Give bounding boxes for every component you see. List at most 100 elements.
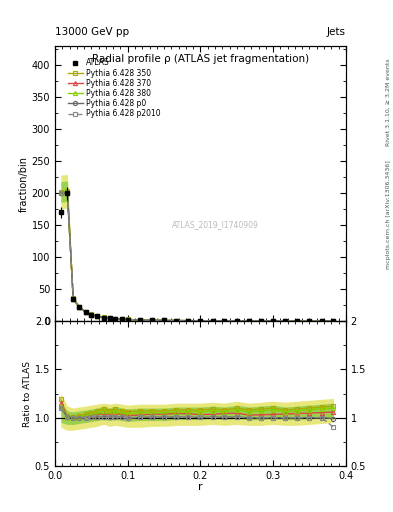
Pythia 6.428 p2010 — [83, 309, 88, 315]
Pythia 6.428 p2010 — [125, 316, 130, 323]
Line: Pythia 6.428 380: Pythia 6.428 380 — [59, 189, 336, 323]
Pythia 6.428 370 — [59, 189, 63, 196]
Pythia 6.428 350 — [283, 318, 288, 324]
Pythia 6.428 370 — [331, 318, 336, 324]
Pythia 6.428 380 — [89, 311, 94, 317]
Pythia 6.428 350 — [234, 318, 239, 324]
Text: Jets: Jets — [327, 27, 346, 37]
Pythia 6.428 380 — [295, 318, 299, 324]
Pythia 6.428 380 — [331, 318, 336, 324]
Pythia 6.428 p0 — [89, 311, 94, 317]
Pythia 6.428 p2010 — [119, 316, 124, 322]
Pythia 6.428 370 — [307, 318, 312, 324]
Pythia 6.428 p2010 — [259, 318, 263, 324]
Pythia 6.428 350 — [320, 318, 324, 324]
Pythia 6.428 p0 — [113, 316, 118, 322]
Pythia 6.428 p2010 — [271, 318, 275, 324]
Text: Radial profile ρ (ATLAS jet fragmentation): Radial profile ρ (ATLAS jet fragmentatio… — [92, 54, 309, 65]
Pythia 6.428 p2010 — [283, 318, 288, 324]
Line: Pythia 6.428 p2010: Pythia 6.428 p2010 — [59, 190, 336, 323]
Pythia 6.428 370 — [198, 317, 203, 324]
Pythia 6.428 p0 — [107, 315, 112, 322]
Pythia 6.428 370 — [77, 304, 81, 310]
Pythia 6.428 380 — [113, 315, 118, 322]
Pythia 6.428 370 — [320, 318, 324, 324]
Pythia 6.428 380 — [222, 318, 227, 324]
Pythia 6.428 p0 — [198, 317, 203, 324]
Pythia 6.428 370 — [271, 318, 275, 324]
Pythia 6.428 p0 — [307, 318, 312, 324]
Pythia 6.428 p0 — [174, 317, 179, 324]
Pythia 6.428 350 — [162, 317, 167, 324]
Pythia 6.428 380 — [59, 189, 63, 195]
Pythia 6.428 350 — [174, 317, 179, 324]
Pythia 6.428 370 — [222, 318, 227, 324]
Pythia 6.428 p2010 — [222, 318, 227, 324]
Pythia 6.428 380 — [271, 318, 275, 324]
Line: Pythia 6.428 p0: Pythia 6.428 p0 — [59, 190, 336, 323]
Pythia 6.428 370 — [186, 317, 191, 324]
Pythia 6.428 p0 — [234, 318, 239, 324]
Pythia 6.428 p2010 — [295, 318, 299, 324]
Pythia 6.428 350 — [83, 309, 88, 315]
Pythia 6.428 p2010 — [162, 317, 167, 324]
Pythia 6.428 p0 — [259, 318, 263, 324]
Pythia 6.428 350 — [186, 317, 191, 324]
Legend: ATLAS, Pythia 6.428 350, Pythia 6.428 370, Pythia 6.428 380, Pythia 6.428 p0, Py: ATLAS, Pythia 6.428 350, Pythia 6.428 37… — [65, 55, 164, 121]
Pythia 6.428 p2010 — [71, 296, 75, 302]
Pythia 6.428 p2010 — [247, 318, 252, 324]
Pythia 6.428 380 — [186, 317, 191, 324]
Pythia 6.428 350 — [222, 318, 227, 324]
Pythia 6.428 350 — [95, 313, 99, 319]
Pythia 6.428 380 — [65, 188, 70, 195]
Pythia 6.428 380 — [101, 314, 106, 321]
Pythia 6.428 p2010 — [210, 318, 215, 324]
Text: mcplots.cern.ch [arXiv:1306.3436]: mcplots.cern.ch [arXiv:1306.3436] — [386, 161, 391, 269]
Pythia 6.428 350 — [295, 318, 299, 324]
Pythia 6.428 p0 — [162, 317, 167, 324]
Pythia 6.428 380 — [198, 317, 203, 324]
Pythia 6.428 350 — [247, 318, 252, 324]
Pythia 6.428 380 — [162, 317, 167, 324]
Pythia 6.428 380 — [138, 317, 142, 323]
Pythia 6.428 350 — [331, 318, 336, 324]
Pythia 6.428 p2010 — [59, 190, 63, 196]
Pythia 6.428 380 — [125, 316, 130, 323]
Pythia 6.428 p0 — [222, 318, 227, 324]
Pythia 6.428 350 — [125, 316, 130, 323]
Pythia 6.428 350 — [210, 317, 215, 324]
Pythia 6.428 350 — [59, 189, 63, 195]
Pythia 6.428 370 — [65, 189, 70, 195]
Pythia 6.428 370 — [295, 318, 299, 324]
Pythia 6.428 350 — [71, 295, 75, 302]
Pythia 6.428 p0 — [210, 318, 215, 324]
Pythia 6.428 380 — [71, 295, 75, 302]
Pythia 6.428 350 — [65, 188, 70, 195]
Pythia 6.428 p2010 — [331, 318, 336, 324]
Pythia 6.428 p2010 — [95, 313, 99, 319]
Pythia 6.428 380 — [320, 318, 324, 324]
Pythia 6.428 380 — [247, 318, 252, 324]
Pythia 6.428 380 — [107, 315, 112, 321]
Pythia 6.428 p0 — [138, 317, 142, 323]
Pythia 6.428 380 — [149, 317, 154, 323]
Pythia 6.428 p2010 — [320, 318, 324, 324]
Pythia 6.428 p0 — [95, 313, 99, 319]
Pythia 6.428 p2010 — [307, 318, 312, 324]
Pythia 6.428 350 — [89, 311, 94, 317]
Pythia 6.428 p2010 — [138, 317, 142, 323]
Pythia 6.428 350 — [107, 315, 112, 321]
Pythia 6.428 p0 — [247, 318, 252, 324]
Pythia 6.428 370 — [162, 317, 167, 324]
Pythia 6.428 370 — [174, 317, 179, 324]
Pythia 6.428 p0 — [71, 296, 75, 302]
X-axis label: r: r — [198, 482, 203, 492]
Pythia 6.428 350 — [149, 317, 154, 323]
Pythia 6.428 p0 — [65, 189, 70, 196]
Pythia 6.428 p2010 — [89, 311, 94, 317]
Pythia 6.428 p0 — [283, 318, 288, 324]
Pythia 6.428 370 — [107, 315, 112, 321]
Pythia 6.428 p2010 — [107, 315, 112, 322]
Pythia 6.428 370 — [138, 317, 142, 323]
Pythia 6.428 380 — [95, 313, 99, 319]
